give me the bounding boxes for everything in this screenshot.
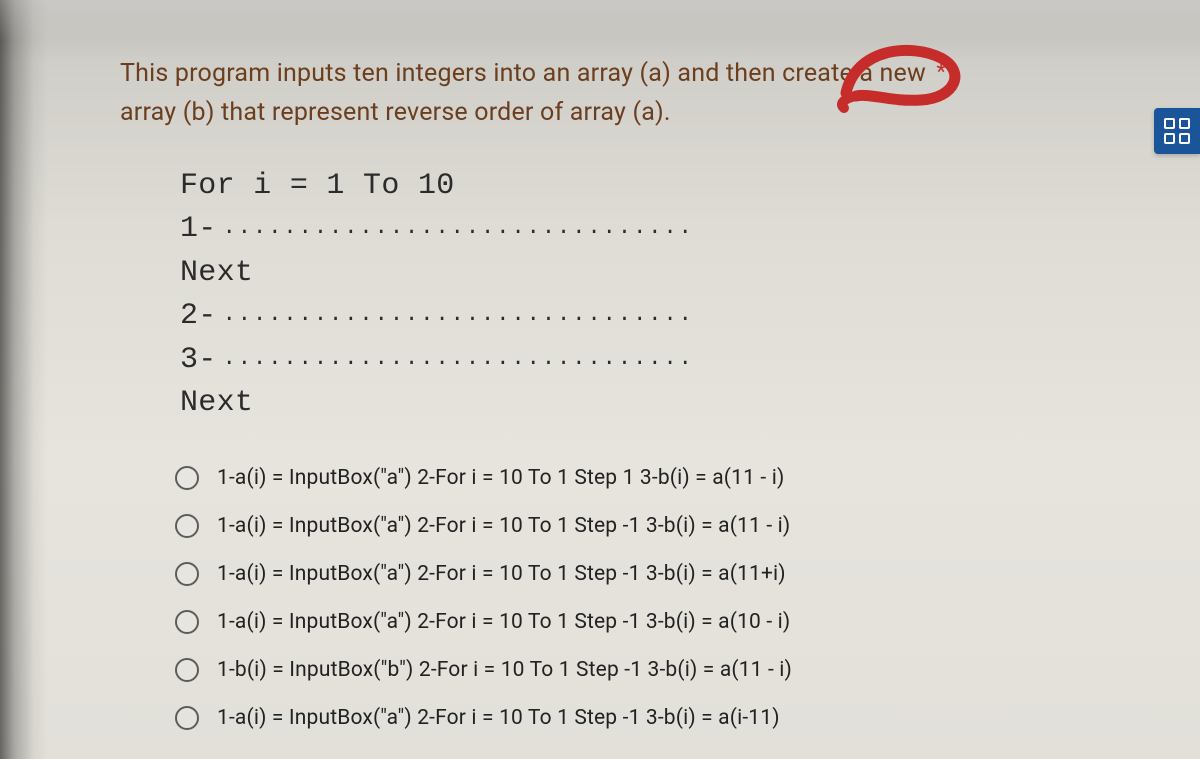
- code-l3: Next: [180, 252, 253, 296]
- question-prompt: This program inputs ten integers into an…: [120, 55, 1120, 133]
- question-line-2: array (b) that represent reverse order o…: [120, 98, 671, 127]
- code-l2-prefix: 1-: [180, 208, 217, 252]
- question-line-1: This program inputs ten integers into an…: [120, 59, 926, 88]
- code-l4-prefix: 2-: [180, 295, 217, 339]
- code-block: For i = 1 To 10 1- .....................…: [180, 165, 1120, 426]
- option-label-4: 1-a(i) = InputBox("a") 2-For i = 10 To 1…: [217, 610, 790, 634]
- option-label-6: 1-a(i) = InputBox("a") 2-For i = 10 To 1…: [217, 706, 780, 730]
- apps-grid-button[interactable]: [1154, 108, 1200, 154]
- option-label-1: 1-a(i) = InputBox("a") 2-For i = 10 To 1…: [217, 466, 784, 490]
- answer-options: 1-a(i) = InputBox("a") 2-For i = 10 To 1…: [175, 454, 1120, 742]
- grid-icon: [1164, 118, 1190, 144]
- option-label-5: 1-b(i) = InputBox("b") 2-For i = 10 To 1…: [217, 658, 792, 682]
- required-asterisk: *: [936, 60, 946, 85]
- code-l5-prefix: 3-: [180, 339, 217, 383]
- option-row[interactable]: 1-b(i) = InputBox("b") 2-For i = 10 To 1…: [175, 646, 1120, 694]
- radio-button[interactable]: [175, 658, 199, 682]
- option-label-3: 1-a(i) = InputBox("a") 2-For i = 10 To 1…: [217, 562, 786, 586]
- radio-button[interactable]: [175, 610, 199, 634]
- code-blank-3: ...............................: [223, 343, 694, 375]
- code-blank-1: ...............................: [223, 212, 694, 244]
- option-row[interactable]: 1-a(i) = InputBox("a") 2-For i = 10 To 1…: [175, 598, 1120, 646]
- page-glare: [0, 0, 1200, 40]
- option-row[interactable]: 1-a(i) = InputBox("a") 2-For i = 10 To 1…: [175, 550, 1120, 598]
- question-card: This program inputs ten integers into an…: [120, 55, 1120, 742]
- code-l6: Next: [180, 382, 253, 426]
- page-binding-shadow: [0, 0, 48, 759]
- radio-button[interactable]: [175, 706, 199, 730]
- radio-button[interactable]: [175, 514, 199, 538]
- option-label-2: 1-a(i) = InputBox("a") 2-For i = 10 To 1…: [217, 514, 790, 538]
- option-row[interactable]: 1-a(i) = InputBox("a") 2-For i = 10 To 1…: [175, 454, 1120, 502]
- option-row[interactable]: 1-a(i) = InputBox("a") 2-For i = 10 To 1…: [175, 694, 1120, 742]
- code-l1: For i = 1 To 10: [180, 165, 455, 209]
- code-blank-2: ...............................: [223, 299, 694, 331]
- radio-button[interactable]: [175, 466, 199, 490]
- radio-button[interactable]: [175, 562, 199, 586]
- option-row[interactable]: 1-a(i) = InputBox("a") 2-For i = 10 To 1…: [175, 502, 1120, 550]
